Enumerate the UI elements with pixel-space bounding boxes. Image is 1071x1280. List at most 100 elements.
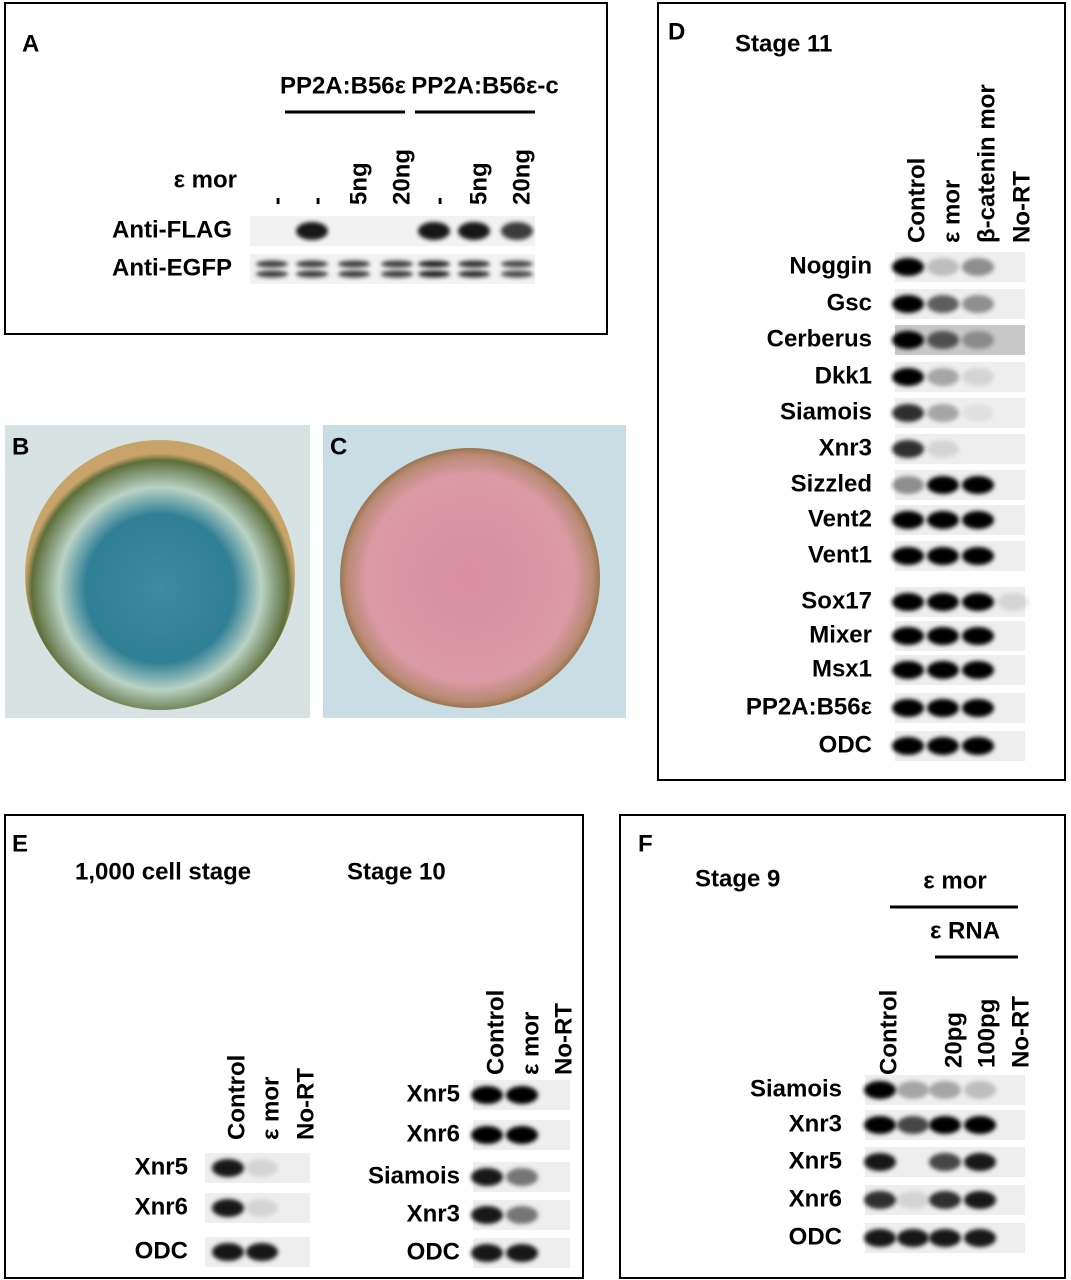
gene-label: Siamois bbox=[750, 1075, 842, 1102]
gel-band bbox=[506, 1244, 538, 1262]
gel-band bbox=[927, 476, 959, 494]
gel-band bbox=[962, 295, 994, 313]
gel-band bbox=[381, 270, 413, 278]
panel-label: D bbox=[668, 18, 685, 45]
gel-band bbox=[897, 1229, 929, 1247]
gel-band bbox=[506, 1168, 538, 1186]
gel-band bbox=[892, 737, 924, 755]
gel-band bbox=[964, 1081, 996, 1099]
gene-label: ODC bbox=[819, 731, 872, 758]
gel-band bbox=[964, 1116, 996, 1134]
gel-band bbox=[471, 1086, 503, 1104]
gene-label: Msx1 bbox=[812, 655, 872, 682]
lane-label: Control bbox=[875, 990, 902, 1075]
gene-label: Sizzled bbox=[791, 470, 872, 497]
gel-band bbox=[927, 511, 959, 529]
gel-band bbox=[927, 547, 959, 565]
row-label: ε mor bbox=[174, 166, 237, 193]
gel-band bbox=[964, 1191, 996, 1209]
group-label: PP2A:B56ε-c bbox=[411, 72, 558, 99]
gel-band bbox=[929, 1191, 961, 1209]
lane-label: - bbox=[425, 197, 452, 205]
gel-band bbox=[418, 222, 450, 240]
gene-label: Dkk1 bbox=[815, 362, 872, 389]
gel-band bbox=[962, 258, 994, 276]
gel-band bbox=[418, 270, 450, 278]
gene-label: Xnr5 bbox=[407, 1080, 460, 1107]
gene-label: Xnr3 bbox=[789, 1110, 842, 1137]
gel-band bbox=[338, 270, 370, 278]
stage-title: Stage 10 bbox=[347, 858, 446, 885]
panel-e-frame bbox=[4, 814, 584, 1279]
gel-band bbox=[962, 699, 994, 717]
gel-band bbox=[929, 1116, 961, 1134]
gel-band bbox=[927, 295, 959, 313]
gel-band bbox=[927, 737, 959, 755]
lane-label: 20pg bbox=[940, 1012, 967, 1068]
gel-band bbox=[927, 404, 959, 422]
gel-band bbox=[962, 547, 994, 565]
panel-f-frame bbox=[619, 814, 1066, 1279]
lane-label: 20ng bbox=[508, 149, 535, 205]
gel-band bbox=[892, 295, 924, 313]
gene-label: Siamois bbox=[368, 1162, 460, 1189]
panel-label: A bbox=[22, 30, 39, 57]
gel-band bbox=[997, 593, 1029, 611]
lane-label: 5ng bbox=[465, 162, 492, 205]
gel-band bbox=[892, 476, 924, 494]
gel-band bbox=[246, 1159, 278, 1177]
lane-label: 5ng bbox=[345, 162, 372, 205]
gel-band bbox=[927, 331, 959, 349]
gel-band bbox=[892, 368, 924, 386]
lane-label: No-RT bbox=[550, 1003, 577, 1075]
gel-band bbox=[471, 1126, 503, 1144]
gel-band bbox=[501, 260, 533, 268]
gel-band bbox=[892, 593, 924, 611]
gel-band bbox=[458, 270, 490, 278]
lane-label: 100pg bbox=[973, 999, 1000, 1068]
blot-label: Anti-FLAG bbox=[112, 216, 232, 243]
gene-label: Xnr5 bbox=[789, 1147, 842, 1174]
lane-label: No-RT bbox=[292, 1068, 319, 1140]
gel-band bbox=[964, 1153, 996, 1171]
gel-band bbox=[506, 1126, 538, 1144]
gel-band bbox=[864, 1191, 896, 1209]
gel-band bbox=[501, 270, 533, 278]
gel-band bbox=[506, 1206, 538, 1224]
gel-band bbox=[458, 222, 490, 240]
gene-label: PP2A:B56ε bbox=[746, 693, 872, 720]
group-label: ε RNA bbox=[930, 917, 1000, 944]
gene-label: ODC bbox=[135, 1237, 188, 1264]
gel-strip bbox=[250, 216, 535, 246]
gel-band bbox=[246, 1243, 278, 1261]
gene-label: Xnr6 bbox=[407, 1120, 460, 1147]
gene-label: ODC bbox=[407, 1238, 460, 1265]
gel-band bbox=[929, 1229, 961, 1247]
gel-band bbox=[892, 404, 924, 422]
gel-band bbox=[962, 368, 994, 386]
lane-label: ε mor bbox=[517, 1012, 544, 1075]
gel-band bbox=[471, 1168, 503, 1186]
gel-band bbox=[962, 737, 994, 755]
gene-label: Siamois bbox=[780, 398, 872, 425]
gel-band bbox=[381, 260, 413, 268]
gel-band bbox=[962, 331, 994, 349]
gene-label: Sox17 bbox=[801, 587, 872, 614]
gene-label: Vent1 bbox=[808, 541, 872, 568]
gel-band bbox=[897, 1191, 929, 1209]
gel-band bbox=[212, 1159, 244, 1177]
stage-title: Stage 11 bbox=[735, 30, 832, 57]
lane-label: ε mor bbox=[938, 180, 965, 243]
gel-band bbox=[471, 1244, 503, 1262]
gel-strip bbox=[250, 254, 535, 284]
gene-label: Xnr6 bbox=[135, 1193, 188, 1220]
gene-label: Cerberus bbox=[767, 325, 872, 352]
lane-label: β-catenin mor bbox=[973, 84, 1000, 243]
gene-label: Gsc bbox=[827, 289, 872, 316]
stage-title: Stage 9 bbox=[695, 865, 780, 892]
gel-band bbox=[256, 260, 288, 268]
gel-band bbox=[929, 1081, 961, 1099]
panel-label: B bbox=[12, 433, 29, 460]
gel-band bbox=[962, 627, 994, 645]
